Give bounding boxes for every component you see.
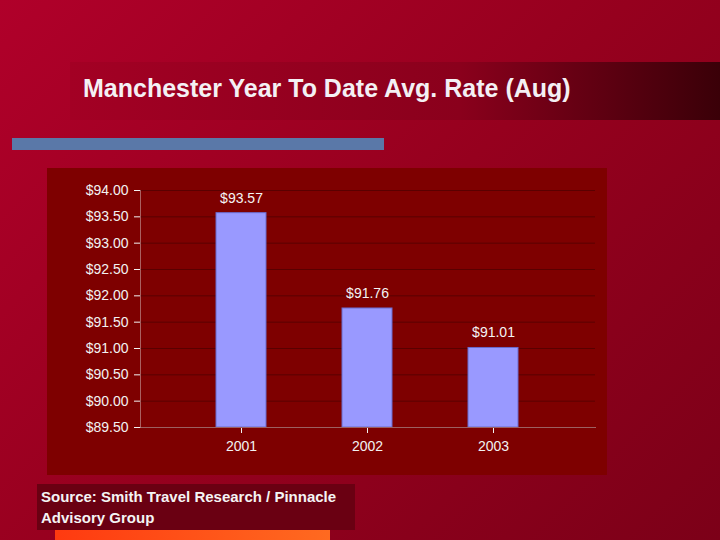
svg-text:$92.50: $92.50 bbox=[86, 261, 129, 277]
svg-text:$91.76: $91.76 bbox=[346, 285, 389, 301]
html-text:Source: Smith Travel Research: Source: Smith Travel Research / Pinnacle… bbox=[41, 488, 337, 526]
svg-text:$91.00: $91.00 bbox=[86, 340, 129, 356]
svg-text:$94.00: $94.00 bbox=[86, 182, 129, 198]
html-text:Manchester Year To Date Avg. R: Manchester Year To Date Avg. Rate (Aug) bbox=[83, 74, 571, 102]
svg-text:$90.00: $90.00 bbox=[86, 393, 129, 409]
svg-text:$91.01: $91.01 bbox=[472, 324, 515, 340]
svg-text:2001: 2001 bbox=[226, 438, 257, 454]
svg-text:2002: 2002 bbox=[352, 438, 383, 454]
svg-text:$93.00: $93.00 bbox=[86, 235, 129, 251]
svg-text:2003: 2003 bbox=[478, 438, 509, 454]
svg-text:$93.57: $93.57 bbox=[220, 190, 263, 206]
svg-text:$92.00: $92.00 bbox=[86, 287, 129, 303]
svg-text:$91.50: $91.50 bbox=[86, 314, 129, 330]
svg-text:$89.50: $89.50 bbox=[86, 419, 129, 435]
svg-text:$93.50: $93.50 bbox=[86, 208, 129, 224]
svg-text:$90.50: $90.50 bbox=[86, 366, 129, 382]
